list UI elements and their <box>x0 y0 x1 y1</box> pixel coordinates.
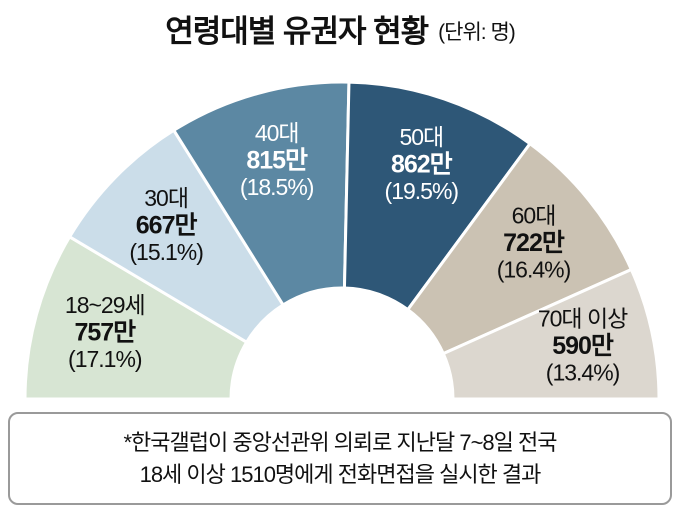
footnote-line-2: 18세 이상 1510명에게 전화면접을 실시한 결과 <box>139 462 542 487</box>
footnote-line-1: *한국갤럽이 중앙선관위 의뢰로 지난달 7~8일 전국 <box>123 430 557 455</box>
pie-segment-label-4: 60대 722만 (16.4%) <box>497 203 571 283</box>
segment-labels-group: 18~29세 757만 (17.1%) 30대 667만 (15.1%) 40대 815만 (1… <box>65 120 629 386</box>
pie-segment-4 <box>406 142 633 356</box>
chart-title: 연령대별 유권자 현황 <box>165 14 429 49</box>
pie-segment-1 <box>68 128 285 344</box>
segments-group <box>23 80 661 401</box>
footnote-box: *한국갤럽이 중앙선관위 의뢰로 지난달 7~8일 전국 18세 이상 1510… <box>8 412 672 505</box>
chart-unit-label: (단위: 명) <box>438 20 516 44</box>
pie-segment-label-5: 70대 이상 590만 (13.4%) <box>538 306 628 386</box>
pie-segment-label-3: 50대 862만 (19.5%) <box>385 124 459 204</box>
pie-segment-3 <box>342 80 532 312</box>
pie-segment-5 <box>441 267 661 401</box>
pie-segment-2 <box>172 80 351 307</box>
chart-title-row: 연령대별 유권자 현황 (단위: 명) <box>0 6 680 51</box>
pie-segment-label-0: 18~29세 757만 (17.1%) <box>65 292 145 372</box>
pie-segment-0 <box>23 235 249 401</box>
pie-segment-label-1: 30대 667만 (15.1%) <box>129 185 203 265</box>
pie-segment-label-2: 40대 815만 (18.5%) <box>240 120 314 200</box>
